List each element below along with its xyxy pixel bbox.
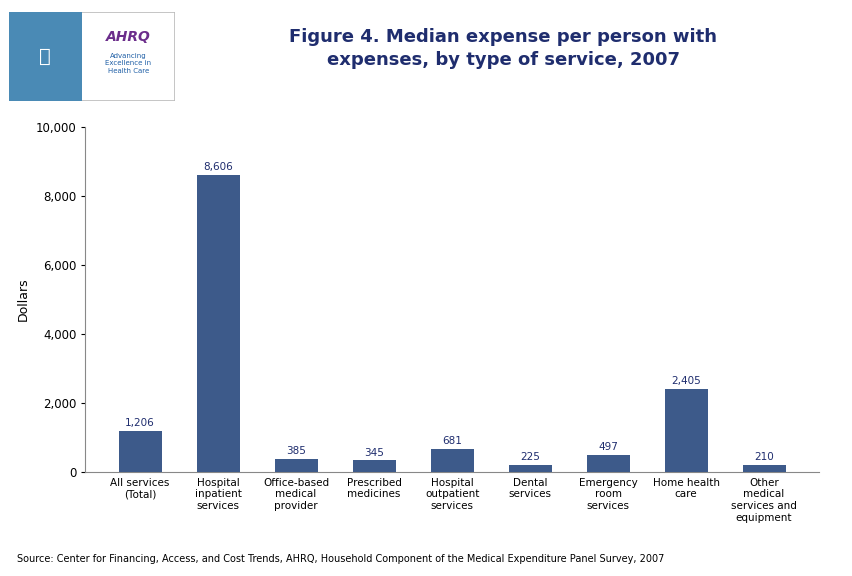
- Text: 1,206: 1,206: [125, 418, 155, 428]
- Bar: [352, 460, 395, 472]
- Text: 8,606: 8,606: [203, 162, 233, 172]
- Text: Source: Center for Financing, Access, and Cost Trends, AHRQ, Household Component: Source: Center for Financing, Access, an…: [17, 555, 664, 564]
- Bar: [508, 464, 551, 472]
- Bar: [430, 449, 473, 472]
- Text: 497: 497: [597, 442, 618, 452]
- Bar: [742, 465, 785, 472]
- Text: 681: 681: [441, 436, 462, 446]
- Text: Figure 4. Median expense per person with
expenses, by type of service, 2007: Figure 4. Median expense per person with…: [289, 28, 717, 69]
- Bar: [118, 431, 161, 472]
- Text: 2,405: 2,405: [671, 377, 700, 386]
- Bar: [197, 175, 239, 472]
- Bar: [586, 455, 629, 472]
- Text: 🦅: 🦅: [39, 47, 51, 66]
- Text: 210: 210: [753, 452, 773, 463]
- Y-axis label: Dollars: Dollars: [17, 278, 30, 321]
- Text: 385: 385: [285, 446, 306, 456]
- Bar: [9, 12, 82, 101]
- Text: Advancing
Excellence in
Health Care: Advancing Excellence in Health Care: [105, 53, 151, 74]
- Text: 345: 345: [364, 448, 383, 457]
- Bar: [664, 389, 706, 472]
- Bar: [274, 459, 317, 472]
- Text: AHRQ: AHRQ: [106, 29, 151, 44]
- Text: 225: 225: [520, 452, 539, 462]
